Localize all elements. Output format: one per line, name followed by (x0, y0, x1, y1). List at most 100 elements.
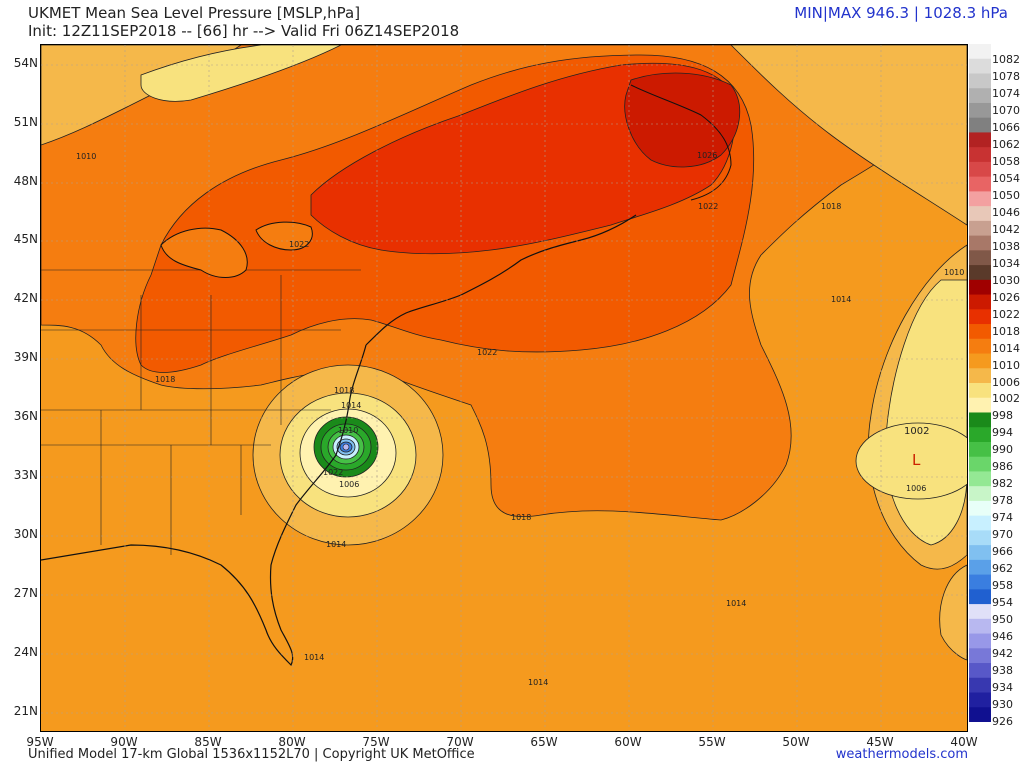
colorbar-label: 1018 (992, 324, 1020, 338)
colorbar-label: 998 (992, 409, 1013, 423)
colorbar-swatch (969, 648, 991, 664)
colorbar-label: 946 (992, 629, 1013, 643)
lon-label: 70W (446, 735, 474, 749)
isobar-label: 1006 (339, 480, 359, 489)
colorbar-label: 1002 (992, 392, 1020, 406)
lon-label: 85W (194, 735, 222, 749)
colorbar-label: 966 (992, 545, 1013, 559)
isobar-label: 1026 (697, 151, 717, 160)
colorbar-swatch (969, 73, 991, 89)
colorbar-label: 1030 (992, 273, 1020, 287)
colorbar-swatch (969, 44, 991, 60)
colorbar-label: 942 (992, 646, 1013, 660)
isobar-label: 1006 (906, 484, 926, 493)
colorbar-swatch (969, 279, 991, 296)
isobar-label: 1010 (944, 268, 964, 277)
isobar-label: 1022 (477, 348, 497, 357)
chart-init-valid: Init: 12Z11SEP2018 -- [66] hr --> Valid … (28, 22, 460, 40)
colorbar-swatch (969, 102, 991, 119)
colorbar-label: 962 (992, 561, 1013, 575)
colorbar-swatch (969, 618, 991, 635)
colorbar-swatch (969, 604, 991, 620)
colorbar-swatch (969, 530, 991, 546)
model-credit: Unified Model 17-km Global 1536x1152L70 … (28, 747, 475, 762)
colorbar-label: 1042 (992, 222, 1020, 236)
isobar-label: 1014 (726, 599, 746, 608)
colorbar-swatch (969, 117, 991, 133)
colorbar-swatch (969, 368, 991, 384)
colorbar-swatch (969, 324, 991, 340)
colorbar-label: 1010 (992, 358, 1020, 372)
isobar-label: 1018 (821, 202, 841, 211)
isobar-label: 1014 (831, 295, 851, 304)
colorbar-swatch (969, 559, 991, 576)
colorbar-label: 958 (992, 578, 1013, 592)
source-link[interactable]: weathermodels.com (835, 747, 968, 762)
colorbar-label: 954 (992, 595, 1013, 609)
lon-label: 45W (866, 735, 894, 749)
colorbar-swatch (969, 250, 991, 266)
colorbar-label: 978 (992, 494, 1013, 508)
isobar-label: 1014 (304, 653, 324, 662)
lat-label: 33N (13, 468, 38, 482)
min-max-range: MIN|MAX 946.3 | 1028.3 hPa (794, 4, 1008, 22)
colorbar-swatch (969, 412, 991, 428)
lon-label: 55W (698, 735, 726, 749)
low-pressure-value: 1002 (904, 426, 929, 437)
pressure-field-1030 (624, 72, 741, 168)
lat-label: 42N (13, 291, 38, 305)
lat-label: 45N (13, 232, 38, 246)
colorbar-label: 1014 (992, 341, 1020, 355)
colorbar-label: 1082 (992, 53, 1020, 67)
isobar-label: 1014 (326, 540, 346, 549)
isobar-label: 1010 (76, 152, 96, 161)
colorbar-swatch (969, 427, 991, 443)
colorbar-swatch (969, 692, 991, 708)
lon-label: 90W (110, 735, 138, 749)
colorbar-label: 1050 (992, 189, 1020, 203)
lat-label: 51N (13, 115, 38, 129)
coastline-northeast (365, 214, 637, 346)
colorbar-swatch (969, 338, 991, 355)
colorbar-label: 974 (992, 511, 1013, 525)
colorbar-label: 1038 (992, 239, 1020, 253)
colorbar-swatch (969, 707, 991, 722)
isobar-label: 1018 (511, 513, 531, 522)
colorbar-swatch (969, 161, 991, 178)
colorbar-swatch (969, 235, 991, 251)
lon-label: 80W (278, 735, 306, 749)
colorbar-label: 970 (992, 528, 1013, 542)
colorbar-label: 938 (992, 663, 1013, 677)
colorbar-label: 1046 (992, 206, 1020, 220)
lon-label: 40W (950, 735, 978, 749)
colorbar-label: 1022 (992, 307, 1020, 321)
colorbar-label: 926 (992, 714, 1013, 728)
colorbar-swatch (969, 574, 991, 590)
coastline-east (41, 344, 367, 667)
colorbar-swatch (969, 677, 991, 694)
colorbar-swatch (969, 147, 991, 163)
colorbar-swatch (969, 309, 991, 325)
colorbar-swatch (969, 441, 991, 458)
chart-title: UKMET Mean Sea Level Pressure [MSLP,hPa] (28, 4, 361, 22)
colorbar-swatch (969, 176, 991, 192)
colorbar-label: 934 (992, 680, 1013, 694)
isobar-label: 1014 (528, 678, 548, 687)
colorbar-label: 1070 (992, 104, 1020, 118)
colorbar-swatch (969, 545, 991, 561)
colorbar-swatch (969, 663, 991, 679)
pressure-field-1002-east (855, 422, 967, 500)
colorbar-label: 1062 (992, 138, 1020, 152)
lat-label: 21N (13, 704, 38, 718)
pressure-map: 1010 1022 1018 1026 1022 1018 1014 1010 … (40, 44, 968, 732)
lat-label: 30N (13, 527, 38, 541)
colorbar-swatch (969, 294, 991, 310)
colorbar-label: 1034 (992, 256, 1020, 270)
pressure-field-1006-north (140, 45, 342, 102)
colorbar-swatch (969, 456, 991, 472)
isobar-label: 1014 (341, 401, 361, 410)
lat-label: 27N (13, 586, 38, 600)
colorbar-label: 1058 (992, 155, 1020, 169)
pressure-field-1010-ne (730, 45, 967, 226)
colorbar-label: 1074 (992, 87, 1020, 101)
